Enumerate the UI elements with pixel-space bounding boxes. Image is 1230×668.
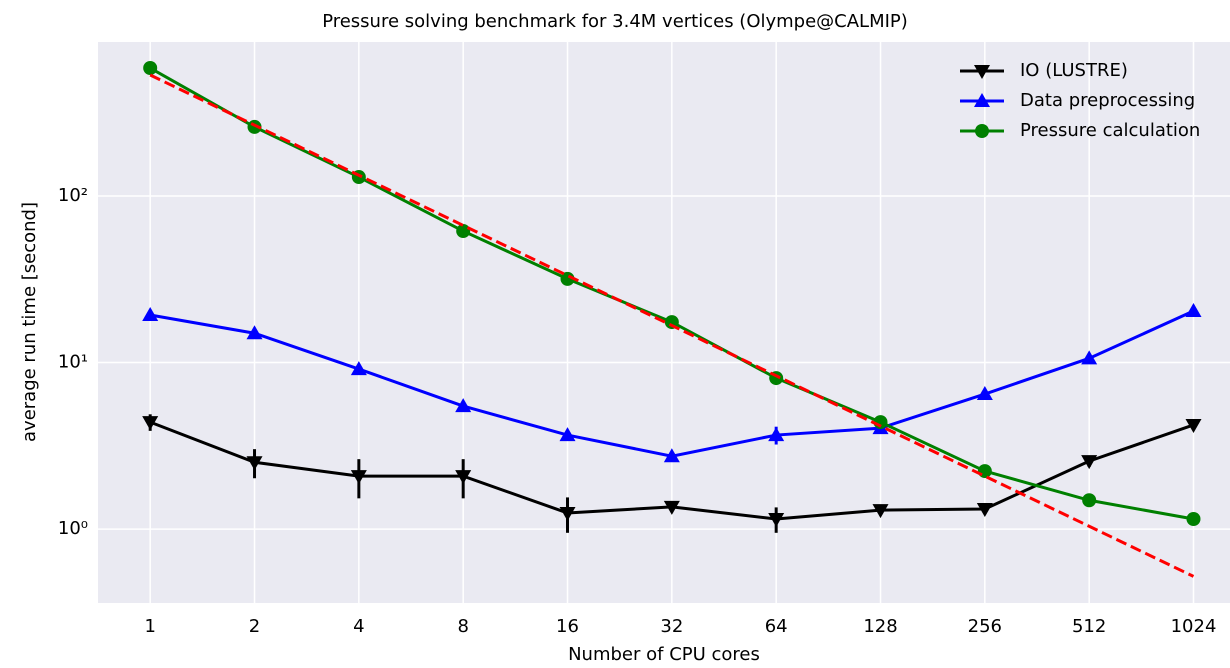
marker [768,427,785,442]
marker [1186,511,1201,526]
marker [559,427,576,442]
marker [247,119,262,134]
marker [663,448,680,463]
marker [560,271,575,286]
x-tick-label: 2 [249,616,260,637]
marker [976,386,993,401]
legend-label: IO (LUSTRE) [1020,60,1128,81]
marker [350,361,367,376]
marker [663,500,680,515]
marker [974,93,990,107]
legend-label: Data preprocessing [1020,90,1195,111]
marker [1082,493,1097,508]
marker [455,470,472,485]
marker [976,503,993,518]
marker [974,65,990,79]
legend-label: Pressure calculation [1020,120,1200,141]
marker [455,398,472,413]
x-tick-label: 128 [863,616,897,637]
marker [1185,302,1202,317]
marker [559,506,576,521]
x-axis-label: Number of CPU cores [568,644,760,665]
x-tick-label: 512 [1072,616,1106,637]
marker [246,325,263,340]
marker [872,504,889,519]
y-axis-label: average run time [second] [19,202,40,442]
marker [1185,418,1202,433]
x-tick-label: 32 [660,616,683,637]
marks [142,61,1202,578]
marker [1081,350,1098,365]
marker [142,307,159,322]
y-tick-label: 10⁰ [58,518,88,539]
legend: IO (LUSTRE) Data preprocessing Pressure ca… [960,60,1200,141]
marker [143,61,158,76]
x-tick-label: 64 [765,616,788,637]
marker [768,512,785,527]
marker [142,416,159,431]
marker [977,464,992,479]
x-tick-label: 1 [144,616,155,637]
x-tick-label: 8 [457,616,468,637]
marker [246,456,263,471]
marker [456,224,471,239]
marker [1081,455,1098,470]
marker [975,124,989,138]
reference-line [149,73,1195,578]
x-tick-label: 1024 [1171,616,1217,637]
y-tick-label: 10² [58,185,88,206]
x-tick-label: 256 [968,616,1002,637]
x-tick-label: 16 [556,616,579,637]
marker [350,470,367,485]
x-tick-label: 4 [353,616,364,637]
chart-title: Pressure solving benchmark for 3.4M vert… [322,11,908,32]
y-tick-label: 10¹ [58,352,88,373]
